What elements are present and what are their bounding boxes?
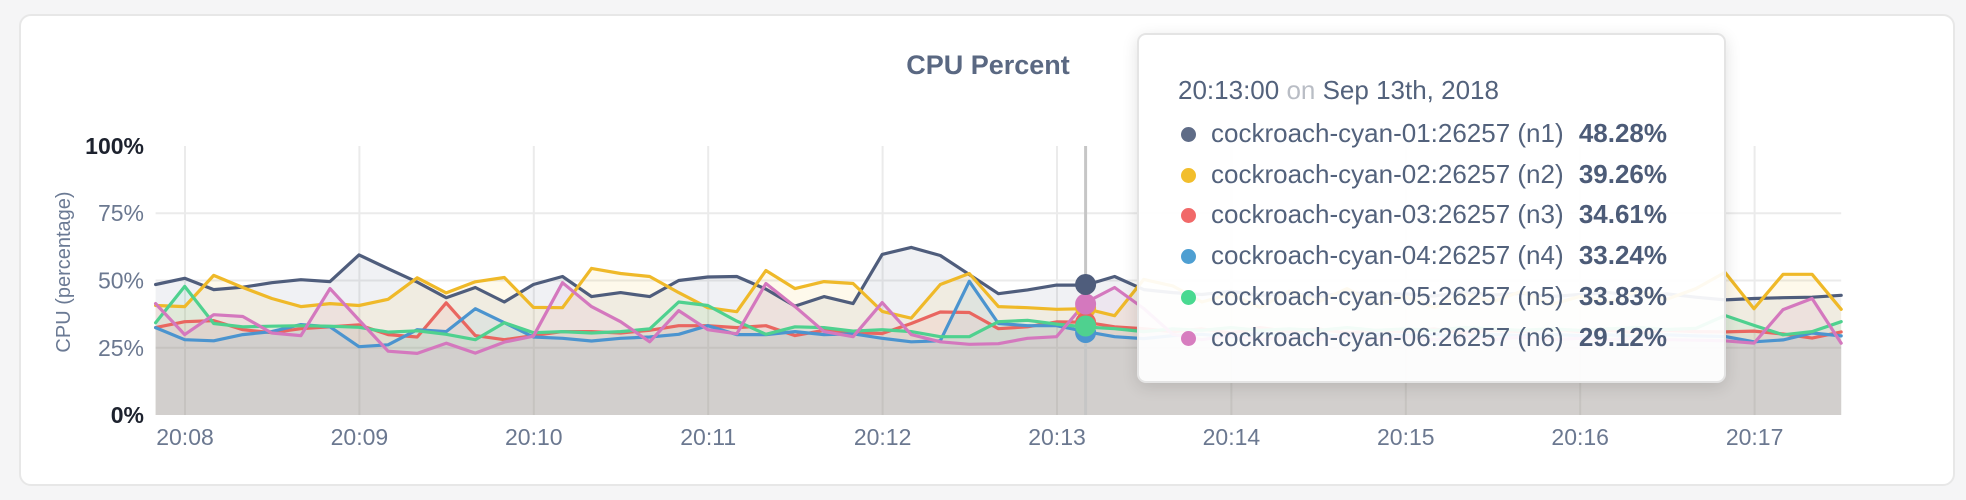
svg-text:20:12: 20:12 [854, 424, 912, 450]
svg-text:20:17: 20:17 [1726, 424, 1784, 450]
svg-text:20:11: 20:11 [680, 424, 736, 450]
svg-text:20:13: 20:13 [1028, 424, 1086, 450]
svg-text:CPU Percent: CPU Percent [906, 50, 1070, 80]
svg-text:25%: 25% [98, 335, 144, 361]
svg-text:20:08: 20:08 [156, 424, 214, 450]
svg-text:CPU (percentage): CPU (percentage) [53, 191, 75, 352]
svg-text:20:10: 20:10 [505, 424, 563, 450]
svg-text:20:15: 20:15 [1377, 424, 1435, 450]
svg-text:100%: 100% [85, 133, 144, 159]
svg-text:20:09: 20:09 [331, 424, 389, 450]
svg-text:0%: 0% [111, 402, 144, 428]
svg-text:50%: 50% [98, 268, 144, 294]
svg-text:20:14: 20:14 [1203, 424, 1261, 450]
svg-text:75%: 75% [98, 200, 144, 226]
svg-text:20:16: 20:16 [1551, 424, 1609, 450]
